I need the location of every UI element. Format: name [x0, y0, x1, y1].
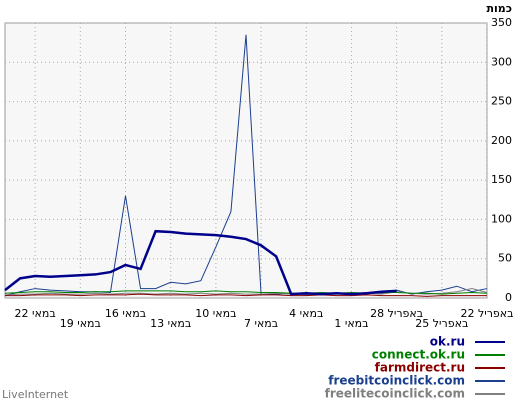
y-tick-label: 350: [491, 16, 512, 29]
y-tick-label: 300: [491, 55, 512, 68]
legend-label: ok.ru: [430, 335, 465, 349]
legend-label: farmdirect.ru: [375, 361, 465, 375]
legend-label: freelitecoinclick.com: [325, 387, 465, 401]
plot-area: [4, 22, 488, 299]
x-tick-label: 16 במאי: [105, 307, 146, 320]
y-tick-label: 0: [505, 291, 512, 304]
footer: LiveInternet: [2, 388, 69, 401]
x-tick-label: 7 במאי: [244, 317, 278, 330]
x-tick-label: 25 באפריל: [415, 317, 468, 330]
x-tick-label: 22 במאי: [15, 307, 56, 320]
x-tick-label: 13 במאי: [150, 317, 191, 330]
line-series: [4, 229, 397, 296]
x-tick-label: 19 במאי: [60, 317, 101, 330]
x-tick-label: 28 באפריל: [370, 307, 423, 320]
y-tick-label: 50: [498, 252, 512, 265]
line-series: [5, 293, 487, 297]
x-tick-label: 4 במאי: [289, 307, 323, 320]
legend-label: freebitcoinclick.com: [328, 374, 465, 388]
legend-label: connect.ok.ru: [372, 348, 465, 362]
y-tick-label: 200: [491, 134, 512, 147]
line-series: [4, 290, 488, 295]
x-tick-label: 10 במאי: [195, 307, 236, 320]
y-tick-label: 250: [491, 95, 512, 108]
x-tick-label: 22 באפריל: [460, 307, 513, 320]
y-tick-label: 100: [491, 212, 512, 225]
x-tick-label: 1 במאי: [334, 317, 368, 330]
y-axis-label: כמות: [487, 2, 512, 15]
y-tick-label: 150: [491, 173, 512, 186]
